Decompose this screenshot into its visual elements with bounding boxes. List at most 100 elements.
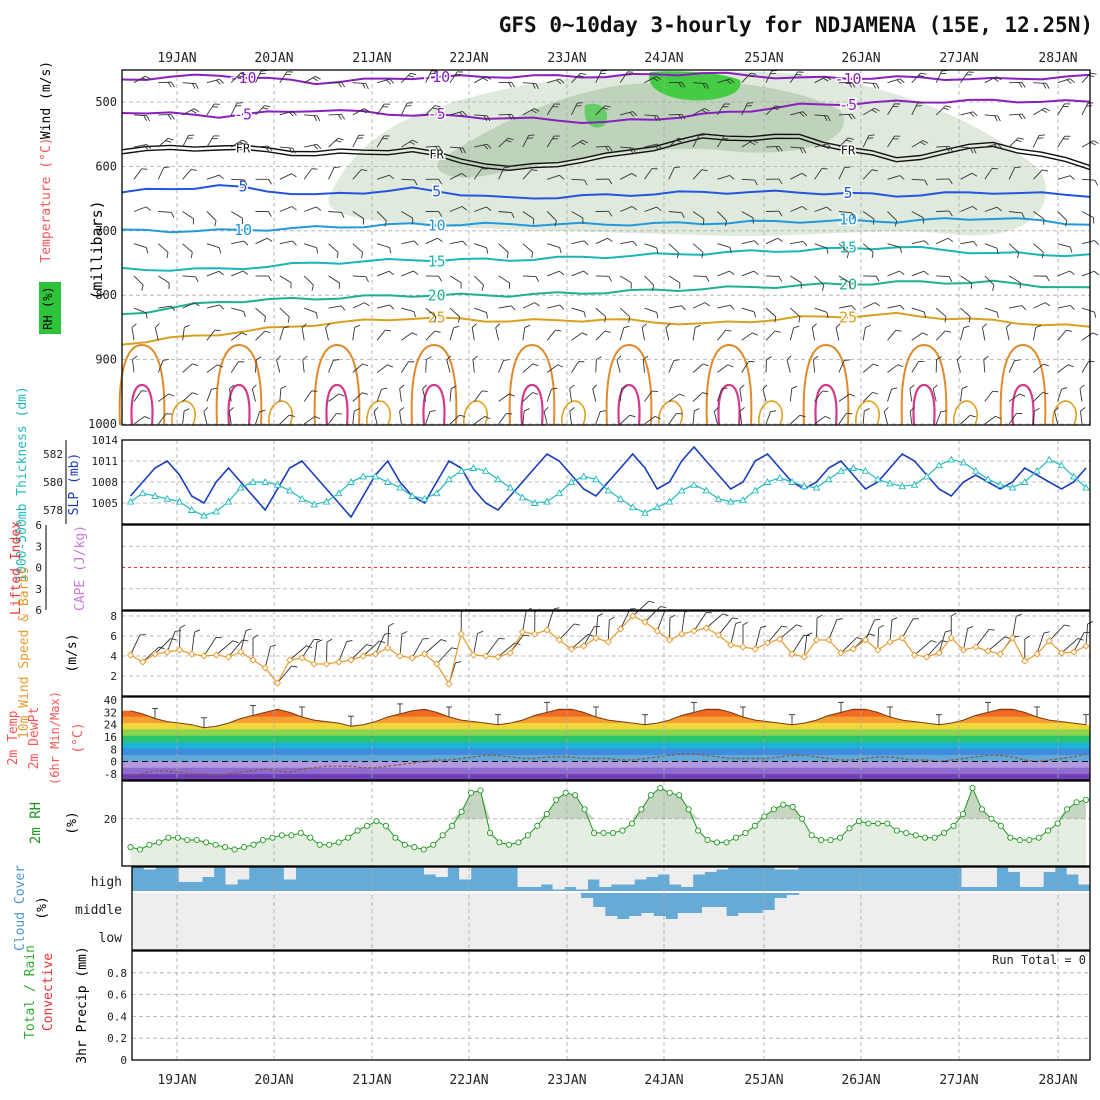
barb-shaft: [935, 411, 942, 425]
rh2m-point: [1073, 799, 1080, 806]
wind-barb: [255, 178, 272, 185]
wind-barb: [231, 178, 248, 186]
barb-shaft: [865, 619, 875, 641]
wind10-point: [347, 656, 355, 664]
wind10-barb: [387, 622, 395, 649]
barb-feather: [457, 316, 461, 323]
barb-shaft: [887, 211, 898, 221]
barb-shaft: [158, 305, 172, 309]
rh2m-point: [988, 815, 995, 822]
barb-shaft: [713, 411, 718, 425]
wind-barb: [1057, 103, 1071, 116]
wind-barb: [206, 174, 224, 180]
barb-feather: [1094, 240, 1100, 245]
wind-barb: [789, 414, 806, 425]
barb-shaft: [741, 72, 751, 84]
barb-feather: [315, 312, 318, 319]
barb-shaft: [279, 388, 282, 402]
barb-shaft: [911, 332, 923, 341]
barb-feather: [748, 75, 755, 78]
wind10-barb: [1012, 613, 1022, 639]
date-label-top: 20JAN: [254, 51, 293, 66]
wind-barb: [182, 108, 200, 116]
rh2m-point: [524, 832, 531, 839]
barb-feather: [701, 252, 704, 259]
barb-feather: [337, 137, 344, 141]
barb-shaft: [571, 307, 585, 313]
wind10-point: [469, 651, 478, 659]
barb-feather: [801, 172, 808, 177]
barb-feather: [486, 312, 489, 319]
wind10-barb: [840, 637, 863, 654]
wind-barb: [717, 270, 735, 277]
barb-shaft: [741, 211, 754, 219]
wind-barb: [936, 145, 953, 152]
wind10-point: [212, 651, 220, 659]
barb-shaft: [911, 361, 920, 373]
wind-barb: [790, 206, 808, 212]
wind-barb: [644, 415, 661, 425]
barb-feather: [1069, 78, 1075, 83]
barb-shaft: [387, 626, 390, 649]
barb-shaft: [328, 81, 342, 84]
barb-feather: [495, 323, 501, 328]
wind-barb: [157, 166, 170, 180]
temp2m-line: [130, 708, 1087, 729]
wind-barb: [1081, 178, 1099, 186]
barb-feather: [995, 415, 1001, 420]
wind-barb: [376, 364, 394, 373]
wind10-barb: [1036, 631, 1050, 655]
cloud-gap-cell: [681, 867, 694, 887]
barb-shaft: [255, 145, 269, 148]
wind-barb: [255, 145, 273, 152]
barb-shaft: [182, 327, 185, 341]
barb-feather: [729, 175, 735, 180]
barb-feather: [945, 146, 950, 152]
barb-shaft: [863, 82, 877, 84]
barb-feather: [856, 637, 863, 640]
barb-feather: [1018, 114, 1023, 120]
wind-barb: [446, 355, 452, 373]
barb-shaft: [352, 302, 365, 309]
barb-feather: [146, 144, 152, 149]
wind-barb: [692, 169, 708, 180]
barb-feather: [459, 111, 464, 117]
wind-barb: [595, 105, 611, 116]
barb-feather: [992, 390, 999, 393]
barb-feather: [472, 355, 478, 360]
barb-shaft: [1008, 393, 1020, 402]
barb-shaft: [838, 113, 852, 116]
wind10-point: [812, 636, 821, 644]
barb-feather: [291, 665, 298, 668]
barb-shaft: [887, 78, 901, 84]
barb-feather: [533, 108, 540, 112]
barb-shaft: [166, 631, 176, 653]
wind-barb: [1008, 275, 1021, 289]
barb-shaft: [571, 634, 589, 650]
barb-shaft: [814, 206, 827, 212]
barb-feather: [451, 385, 457, 389]
rh2m-point: [657, 785, 664, 792]
barb-feather: [681, 114, 686, 120]
barb-feather: [932, 384, 938, 390]
rh2m-point: [269, 834, 276, 841]
barb-shaft: [230, 332, 243, 341]
barb-shaft: [449, 206, 463, 212]
barb-feather: [287, 316, 290, 323]
wind-barb: [716, 387, 728, 402]
cloud-gap-cell: [835, 892, 848, 922]
barb-feather: [994, 115, 998, 122]
cloud-gap-cell: [895, 922, 909, 950]
barb-feather: [1090, 72, 1097, 75]
wind-barb: [401, 211, 414, 224]
wind-barb: [376, 135, 390, 148]
barb-shaft: [789, 414, 801, 425]
date-label-bottom: 23JAN: [547, 1073, 586, 1088]
surface-temp-contour: [802, 343, 850, 426]
barb-feather: [596, 356, 602, 360]
wind-barb: [790, 172, 808, 180]
barb-shaft: [741, 139, 754, 148]
barb-shaft: [887, 243, 901, 248]
barb-shaft: [814, 275, 825, 286]
thickness-point: [212, 507, 221, 515]
